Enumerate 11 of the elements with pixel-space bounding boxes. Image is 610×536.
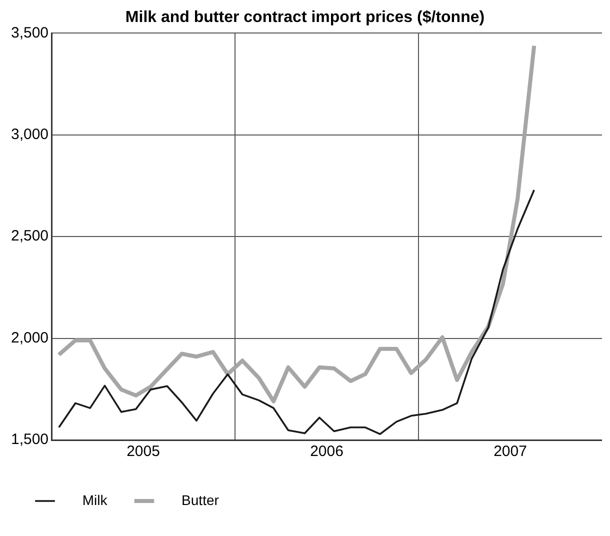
y-tick-label: 2,000 bbox=[10, 329, 49, 346]
chart-title: Milk and butter contract import prices ($/tonne) bbox=[125, 9, 485, 26]
y-tick-label: 3,500 bbox=[10, 24, 49, 42]
x-tick-label: 2006 bbox=[310, 443, 344, 460]
y-tick-label: 3,000 bbox=[10, 126, 49, 144]
x-tick-label: 2007 bbox=[494, 443, 527, 460]
legend-label: Milk bbox=[59, 492, 108, 508]
y-tick-label: 1,500 bbox=[10, 431, 49, 448]
y-tick-label: 2,500 bbox=[10, 228, 49, 245]
x-tick-label: 2005 bbox=[126, 443, 160, 460]
legend-label: Butter bbox=[158, 492, 220, 508]
